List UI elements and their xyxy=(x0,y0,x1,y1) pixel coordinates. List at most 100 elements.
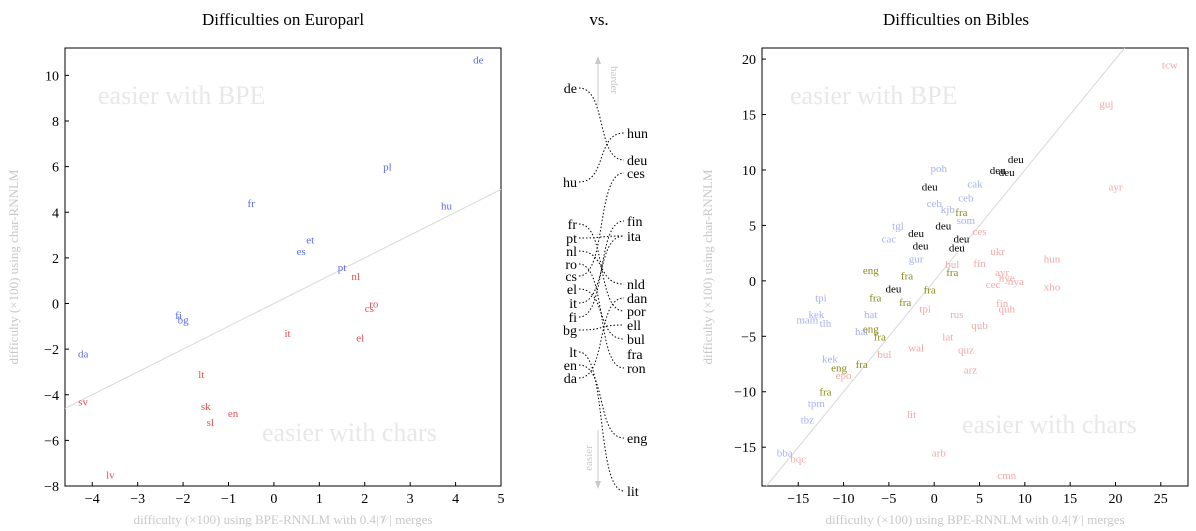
bibles-point-label: kek xyxy=(822,353,838,365)
language-link xyxy=(578,235,625,304)
bible-language-label: ell xyxy=(627,319,641,334)
bibles-point-label: cak xyxy=(967,178,983,190)
bibles-xtick-label: 5 xyxy=(976,492,983,507)
europarl-point-label: nl xyxy=(351,271,360,283)
harder-arrow-head xyxy=(595,56,601,64)
bibles-point-label: tpi xyxy=(919,304,931,316)
right-plot-frame xyxy=(761,47,1189,487)
europarl-point-label: cs xyxy=(365,303,374,315)
bibles-xtick-label: −15 xyxy=(787,492,809,507)
bibles-ytick-label: 15 xyxy=(742,109,756,124)
language-link xyxy=(578,87,625,161)
europarl-ytick-label: −4 xyxy=(44,389,59,404)
europarl-point-label: fr xyxy=(248,198,256,210)
bibles-point-label: arz xyxy=(964,365,978,377)
bibles-point-label: eng xyxy=(863,324,879,336)
left-xlabel: difficulty (×100) using BPE-RNNLM with 0… xyxy=(133,512,432,527)
right-chart-title: Difficulties on Bibles xyxy=(883,10,1029,29)
bible-language-label: lit xyxy=(627,485,639,500)
bibles-point-label: cmn xyxy=(997,470,1016,482)
bibles-point-label: hat xyxy=(864,309,877,321)
bibles-xtick-label: −10 xyxy=(833,492,855,507)
bibles-point-label: epo xyxy=(836,370,852,382)
bibles-point-label: hun xyxy=(1044,254,1061,266)
bibles-point-label: fra xyxy=(819,387,831,399)
bibles-point-label: deu xyxy=(922,182,938,194)
europarl-xtick-label: 2 xyxy=(361,492,368,507)
europarl-language-label: fr xyxy=(568,218,578,233)
bibles-point-label: fra xyxy=(901,270,913,282)
bible-language-label: bul xyxy=(627,333,645,348)
bibles-ytick-label: −10 xyxy=(734,386,756,401)
europarl-language-label: bg xyxy=(563,324,577,339)
bibles-point-label: tcw xyxy=(1162,60,1178,72)
bibles-point-label: bqc xyxy=(790,453,806,465)
language-link xyxy=(578,364,625,439)
bibles-point-label: wal xyxy=(908,342,924,354)
language-link xyxy=(578,250,625,285)
bibles-point-label: quh xyxy=(998,304,1015,316)
bibles-point-label: gur xyxy=(909,254,924,266)
bibles-point-label: deu xyxy=(949,243,965,255)
bible-language-label: deu xyxy=(627,154,647,169)
europarl-xtick-label: 5 xyxy=(498,492,505,507)
europarl-language-label: lt xyxy=(569,346,577,361)
europarl-xtick-label: −1 xyxy=(221,492,236,507)
europarl-point-label: pl xyxy=(383,162,392,174)
harder-label: harder xyxy=(608,66,620,94)
bibles-xtick-label: 10 xyxy=(1018,492,1032,507)
bibles-point-label: xho xyxy=(1044,281,1061,293)
bibles-point-label: ces xyxy=(973,226,987,238)
europarl-point-label: sv xyxy=(78,397,88,409)
bibles-point-label: ayr xyxy=(995,267,1009,279)
bibles-scatter: easier with BPE easier with chars −15 −10… xyxy=(700,47,1189,527)
left-chart-title: Difficulties on Europarl xyxy=(202,10,364,29)
bible-language-label: ron xyxy=(627,362,646,377)
europarl-xtick-label: 1 xyxy=(316,492,323,507)
europarl-point-label: bg xyxy=(178,314,190,326)
bibles-point-label: fra xyxy=(924,285,936,297)
bibles-point-label: deu xyxy=(885,284,901,296)
bibles-point-label: nya xyxy=(1008,276,1024,288)
europarl-ytick-label: −6 xyxy=(44,434,59,449)
europarl-scatter: easier with BPE easier with chars −4 −3 −2… xyxy=(6,47,505,527)
right-annotation-bpe: easier with BPE xyxy=(790,81,958,110)
europarl-language-label: pt xyxy=(566,232,577,247)
bible-language-label: ita xyxy=(627,230,642,245)
bibles-point-label: eng xyxy=(831,362,847,374)
bible-language-label: nld xyxy=(627,278,645,293)
right-annotation-chars: easier with chars xyxy=(962,410,1137,439)
bibles-point-label: fra xyxy=(856,359,868,371)
easier-label: easier xyxy=(583,445,595,471)
europarl-language-label: cs xyxy=(565,270,577,285)
left-annotation-bpe: easier with BPE xyxy=(98,81,266,110)
europarl-point-label: ro xyxy=(369,299,379,311)
bibles-xtick-label: 25 xyxy=(1154,492,1168,507)
europarl-language-label: ro xyxy=(565,258,577,273)
europarl-language-label: da xyxy=(564,372,578,387)
easier-arrow-head xyxy=(595,481,601,489)
bibles-point-label: fin xyxy=(996,298,1009,310)
europarl-point-label: pt xyxy=(338,262,347,274)
bibles-point-label: ceb xyxy=(927,198,943,210)
bibles-point-label: deu xyxy=(999,167,1015,179)
bibles-ytick-label: −5 xyxy=(741,330,756,345)
bibles-point-label: deu xyxy=(908,228,924,240)
bibles-point-label: fra xyxy=(874,331,886,343)
europarl-language-label: de xyxy=(564,82,577,97)
europarl-diagonal xyxy=(64,188,502,409)
right-ylabel: difficulty (×100) using char-RNNLM xyxy=(700,169,715,364)
bibles-point-label: tbz xyxy=(801,414,815,426)
bible-language-label: fin xyxy=(627,215,643,230)
bibles-point-label: tlh xyxy=(820,318,832,330)
bibles-point-label: hat xyxy=(855,326,868,338)
europarl-language-label: hu xyxy=(563,176,577,191)
bibles-point-label: rus xyxy=(950,309,963,321)
bibles-point-label: deu xyxy=(953,234,969,246)
bibles-point-label: kek xyxy=(808,309,824,321)
bibles-point-label: arb xyxy=(932,448,947,460)
europarl-point-label: lv xyxy=(106,470,115,482)
bible-language-label: eng xyxy=(627,432,647,447)
bibles-point-label: poh xyxy=(930,163,947,175)
bible-language-label: hun xyxy=(627,127,648,142)
